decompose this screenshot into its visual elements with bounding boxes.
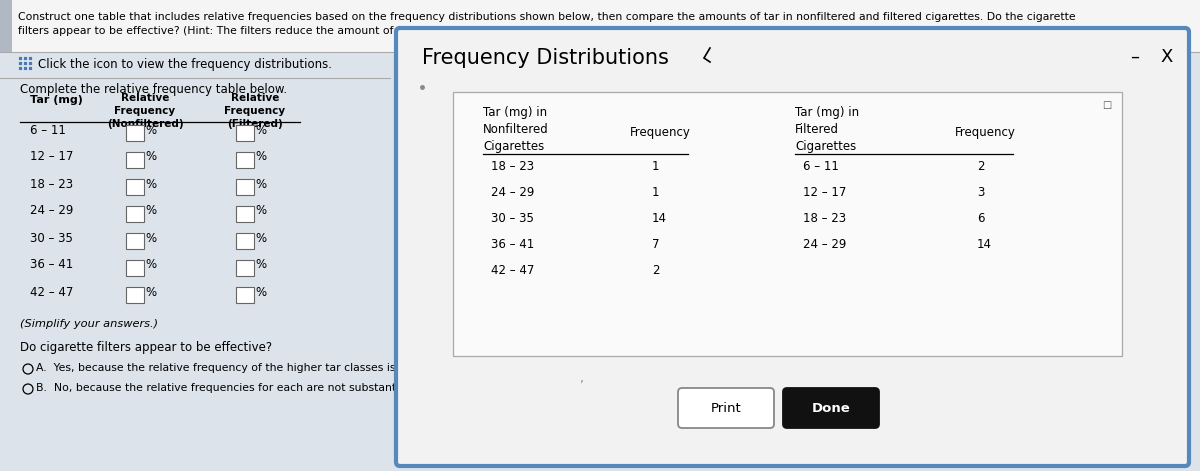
Text: X: X: [1160, 48, 1172, 66]
Text: 3: 3: [977, 186, 984, 199]
Text: Relative
Frequency
(Nonfiltered): Relative Frequency (Nonfiltered): [107, 93, 184, 129]
FancyBboxPatch shape: [0, 0, 1200, 52]
Text: %: %: [145, 204, 156, 218]
Text: 18 – 23: 18 – 23: [491, 160, 534, 173]
Text: 2: 2: [977, 160, 984, 173]
Text: 7: 7: [652, 238, 660, 251]
Text: %: %: [145, 178, 156, 190]
Text: 36 – 41: 36 – 41: [30, 259, 73, 271]
FancyBboxPatch shape: [396, 28, 1189, 466]
Text: %: %: [145, 285, 156, 299]
Text: Frequency: Frequency: [955, 126, 1016, 139]
FancyBboxPatch shape: [28, 66, 32, 70]
FancyBboxPatch shape: [236, 260, 254, 276]
Text: 30 – 35: 30 – 35: [491, 212, 534, 225]
Text: Do cigarette filters appear to be effective?: Do cigarette filters appear to be effect…: [20, 341, 272, 354]
Text: %: %: [145, 123, 156, 137]
FancyBboxPatch shape: [23, 66, 28, 70]
Text: Click the icon to view the frequency distributions.: Click the icon to view the frequency dis…: [38, 58, 332, 71]
Text: 42 – 47: 42 – 47: [30, 285, 73, 299]
FancyBboxPatch shape: [236, 179, 254, 195]
Text: %: %: [256, 285, 266, 299]
FancyBboxPatch shape: [784, 388, 878, 428]
Text: 30 – 35: 30 – 35: [30, 232, 73, 244]
Text: –: –: [1130, 48, 1139, 66]
Text: %: %: [256, 259, 266, 271]
FancyBboxPatch shape: [236, 206, 254, 222]
Text: %: %: [256, 178, 266, 190]
Text: %: %: [256, 123, 266, 137]
Text: %: %: [256, 151, 266, 163]
Text: 1: 1: [652, 160, 660, 173]
Text: 18 – 23: 18 – 23: [30, 178, 73, 190]
FancyBboxPatch shape: [126, 287, 144, 303]
FancyBboxPatch shape: [18, 61, 22, 65]
Text: 12 – 17: 12 – 17: [30, 151, 73, 163]
FancyBboxPatch shape: [126, 125, 144, 141]
Text: 6: 6: [977, 212, 984, 225]
Text: Tar (mg) in
Nonfiltered
Cigarettes: Tar (mg) in Nonfiltered Cigarettes: [482, 106, 548, 153]
FancyBboxPatch shape: [126, 206, 144, 222]
Text: Print: Print: [710, 401, 742, 414]
FancyBboxPatch shape: [236, 287, 254, 303]
Text: 18 – 23: 18 – 23: [803, 212, 846, 225]
Text: Relative
Frequency
(Filtered): Relative Frequency (Filtered): [224, 93, 286, 129]
Text: 6 – 11: 6 – 11: [803, 160, 839, 173]
Text: 24 – 29: 24 – 29: [491, 186, 534, 199]
Text: 36 – 41: 36 – 41: [491, 238, 534, 251]
Text: 12 – 17: 12 – 17: [803, 186, 846, 199]
Text: (Simplify your answers.): (Simplify your answers.): [20, 319, 158, 329]
Text: 14: 14: [652, 212, 667, 225]
Text: ,: ,: [580, 372, 584, 385]
Text: %: %: [145, 151, 156, 163]
FancyBboxPatch shape: [236, 233, 254, 249]
Text: %: %: [256, 232, 266, 244]
FancyBboxPatch shape: [126, 233, 144, 249]
FancyBboxPatch shape: [23, 61, 28, 65]
FancyBboxPatch shape: [126, 260, 144, 276]
Text: Frequency Distributions: Frequency Distributions: [422, 48, 668, 68]
Text: B.  No, because the relative frequencies for each are not substantially differen: B. No, because the relative frequencies …: [36, 383, 468, 393]
Text: 6 – 11: 6 – 11: [30, 123, 66, 137]
Text: 42 – 47: 42 – 47: [491, 264, 534, 277]
FancyBboxPatch shape: [236, 152, 254, 168]
Text: A.  Yes, because the relative frequency of the higher tar classes is greater for: A. Yes, because the relative frequency o…: [36, 363, 582, 373]
Text: 2: 2: [652, 264, 660, 277]
Text: filters appear to be effective? (Hint: The filters reduce the amount of tar inge: filters appear to be effective? (Hint: T…: [18, 26, 552, 36]
Text: %: %: [256, 204, 266, 218]
FancyBboxPatch shape: [454, 92, 1122, 356]
Text: 24 – 29: 24 – 29: [803, 238, 846, 251]
FancyBboxPatch shape: [236, 125, 254, 141]
FancyBboxPatch shape: [23, 56, 28, 60]
Text: Done: Done: [811, 401, 851, 414]
FancyBboxPatch shape: [18, 56, 22, 60]
Text: %: %: [145, 259, 156, 271]
FancyBboxPatch shape: [126, 179, 144, 195]
Text: 24 – 29: 24 – 29: [30, 204, 73, 218]
Text: Tar (mg): Tar (mg): [30, 95, 83, 105]
FancyBboxPatch shape: [28, 61, 32, 65]
FancyBboxPatch shape: [126, 152, 144, 168]
Text: 1: 1: [652, 186, 660, 199]
Text: □: □: [1102, 100, 1111, 110]
Text: Tar (mg) in
Filtered
Cigarettes: Tar (mg) in Filtered Cigarettes: [796, 106, 859, 153]
Text: Construct one table that includes relative frequencies based on the frequency di: Construct one table that includes relati…: [18, 12, 1075, 22]
FancyBboxPatch shape: [678, 388, 774, 428]
Text: 14: 14: [977, 238, 992, 251]
FancyBboxPatch shape: [18, 66, 22, 70]
Text: Complete the relative frequency table below.: Complete the relative frequency table be…: [20, 83, 287, 96]
FancyBboxPatch shape: [28, 56, 32, 60]
Text: Frequency: Frequency: [630, 126, 691, 139]
Text: %: %: [145, 232, 156, 244]
FancyBboxPatch shape: [0, 0, 12, 52]
